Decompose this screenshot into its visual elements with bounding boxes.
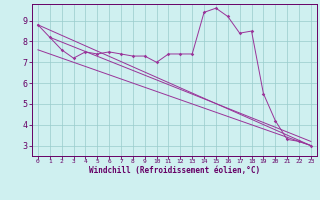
X-axis label: Windchill (Refroidissement éolien,°C): Windchill (Refroidissement éolien,°C) <box>89 166 260 175</box>
